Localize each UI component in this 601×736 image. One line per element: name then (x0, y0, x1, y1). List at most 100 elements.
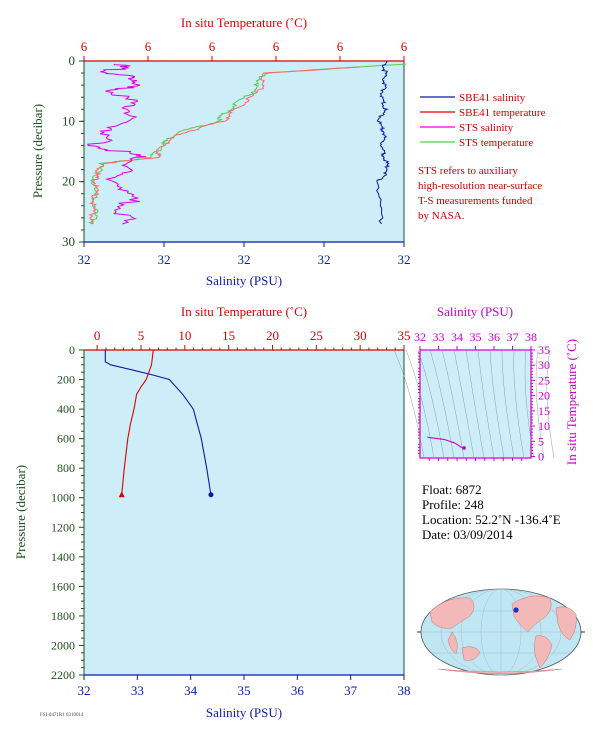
ts-profile-polyline (427, 436, 465, 449)
bottom-salinity-tick-label: 34 (184, 683, 198, 698)
bottom-pressure-tick-label: 800 (57, 461, 75, 475)
legend-label: STS temperature (459, 137, 533, 149)
density-contour (465, 349, 485, 459)
map-australia (461, 646, 481, 661)
density-contour (535, 349, 545, 459)
ts-salinity-tick-label: 38 (525, 330, 537, 344)
top-temperature-tick-label: 6 (81, 39, 88, 54)
bottom-temperature-tick-label: 0 (94, 328, 101, 343)
top-salinity-tick-label: 32 (78, 252, 91, 267)
ts-salinity-axis-label: Salinity (PSU) (437, 304, 513, 319)
bottom-pressure-tick-label: 600 (57, 432, 75, 446)
bottom-temperature-tick-label: 20 (266, 328, 279, 343)
ts-temperature-tick-label: 10 (538, 419, 550, 433)
bottom-pressure-tick-label: 2000 (51, 638, 75, 652)
bottom-panel: In situ Temperature (˚C) 0 5 10 15 20 25 30 35 … (13, 304, 411, 720)
density-contour (501, 349, 515, 459)
density-contour (453, 349, 475, 459)
map-north-america (511, 595, 552, 633)
top-temperature-tick-label: 6 (145, 39, 152, 54)
ts-temperature-tick-label: 15 (538, 404, 550, 418)
note-line: by NASA. (418, 210, 465, 222)
map-south-america (533, 635, 553, 669)
ts-salinity-tick-label: 36 (488, 330, 500, 344)
bottom-salinity-tick-label: 33 (131, 683, 144, 698)
density-contour (546, 349, 555, 459)
map-antarctica (437, 668, 563, 674)
top-temperature-ticks: 6 6 6 6 6 6 (81, 39, 408, 61)
bottom-salinity-tick-label: 35 (238, 683, 251, 698)
ts-density-contours (393, 349, 555, 459)
bottom-salinity-tick-label: 37 (344, 683, 358, 698)
bottom-pressure-tick-label: 1400 (51, 550, 75, 564)
bottom-temperature-tick-label: 5 (138, 328, 145, 343)
ts-temperature-tick-label: 35 (538, 343, 550, 357)
bottom-pressure-tick-label: 1800 (51, 609, 75, 623)
world-map (417, 588, 585, 676)
ts-salinity-tick-label: 37 (507, 330, 519, 344)
bottom-temperature-tick-label: 35 (398, 328, 411, 343)
ts-plot-area (419, 349, 532, 459)
bottom-temperature-tick-label: 15 (222, 328, 235, 343)
salinity-end-marker (208, 492, 214, 498)
bottom-temperature-tick-label: 30 (354, 328, 367, 343)
density-contour (429, 349, 455, 459)
density-contour (441, 349, 465, 459)
top-salinity-tick-label: 32 (238, 252, 251, 267)
ts-salinity-tick-label: 33 (433, 330, 445, 344)
ts-temperature-tick-label: 20 (538, 389, 550, 403)
bottom-pressure-tick-label: 0 (69, 343, 75, 357)
bottom-temperature-axis-label: In situ Temperature (˚C) (181, 304, 307, 319)
top-series-sbe41-temperature (88, 66, 361, 224)
bottom-pressure-tick-label: 1000 (51, 491, 75, 505)
bottom-pressure-tick-label: 1200 (51, 520, 75, 534)
ts-salinity-tick-label: 34 (451, 330, 463, 344)
bottom-pressure-tick-label: 1600 (51, 579, 75, 593)
bottom-profile-lines (104, 349, 214, 498)
top-salinity-axis-label: Salinity (PSU) (206, 273, 282, 288)
top-pressure-tick-label: 30 (62, 234, 75, 249)
sts-note: STS refers to auxiliary high-resolution n… (418, 165, 542, 222)
ts-temperature-axis-label: In situ Temperature (˚C) (564, 339, 579, 465)
top-pressure-tick-label: 20 (62, 174, 75, 189)
ts-temperature-tick-label: 25 (538, 373, 550, 387)
map-asia (429, 597, 475, 629)
ts-temperature-tick-label: 5 (538, 434, 544, 448)
top-temperature-tick-label: 6 (401, 39, 408, 54)
bottom-pressure-axis-label: Pressure (decibar) (13, 465, 28, 559)
top-temperature-tick-label: 6 (209, 39, 216, 54)
bottom-temperature-ticks: 0 5 10 15 20 25 30 35 (94, 328, 411, 350)
ts-salinity-ticks: 32 33 34 35 36 37 38 (414, 330, 537, 461)
top-pressure-ticks: 0 10 20 30 (62, 53, 84, 249)
bottom-pressure-ticks: 0 200 400 600 800 1000 1200 1400 1600 1800 2000 220… (51, 343, 84, 682)
top-salinity-tick-label: 32 (158, 252, 171, 267)
top-pressure-tick-label: 0 (69, 53, 76, 68)
density-contour (405, 349, 435, 459)
map-africa-europe (555, 606, 577, 641)
float-location-marker (513, 607, 519, 613)
bottom-salinity-tick-label: 32 (78, 683, 91, 698)
top-series-sts-salinity (87, 63, 147, 225)
top-plot-area (84, 61, 404, 242)
ts-panel: Salinity (PSU) 32 33 34 35 36 37 38 In situ Te… (393, 304, 579, 465)
footer-code: FSI-0471R1 0310014 (40, 713, 84, 718)
legend-label: SBE41 salinity (459, 92, 526, 104)
top-salinity-ticks: 32 32 32 32 32 (78, 242, 411, 267)
date: Date: 03/09/2014 (422, 527, 513, 542)
location: Location: 52.2˚N -136.4˚E (422, 512, 561, 527)
temperature-end-marker (118, 491, 125, 498)
bottom-series-salinity (104, 350, 212, 495)
ts-temperature-tick-label: 0 (538, 449, 544, 463)
top-salinity-tick-label: 32 (318, 252, 331, 267)
bottom-pressure-tick-label: 400 (57, 402, 75, 416)
bottom-temperature-tick-label: 10 (178, 328, 191, 343)
ts-temperature-tick-label: 30 (538, 358, 550, 372)
bottom-pressure-tick-label: 200 (57, 373, 75, 387)
legend-label: STS salinity (459, 122, 514, 134)
bottom-salinity-tick-label: 38 (398, 683, 411, 698)
top-pressure-tick-label: 10 (62, 113, 75, 128)
top-panel: In situ Temperature (˚C) 6 6 6 6 6 6 Salinity… (30, 15, 546, 288)
top-temperature-tick-label: 6 (273, 39, 280, 54)
ts-end-marker (462, 446, 466, 450)
